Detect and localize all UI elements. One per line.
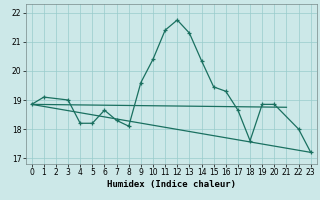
X-axis label: Humidex (Indice chaleur): Humidex (Indice chaleur): [107, 180, 236, 189]
